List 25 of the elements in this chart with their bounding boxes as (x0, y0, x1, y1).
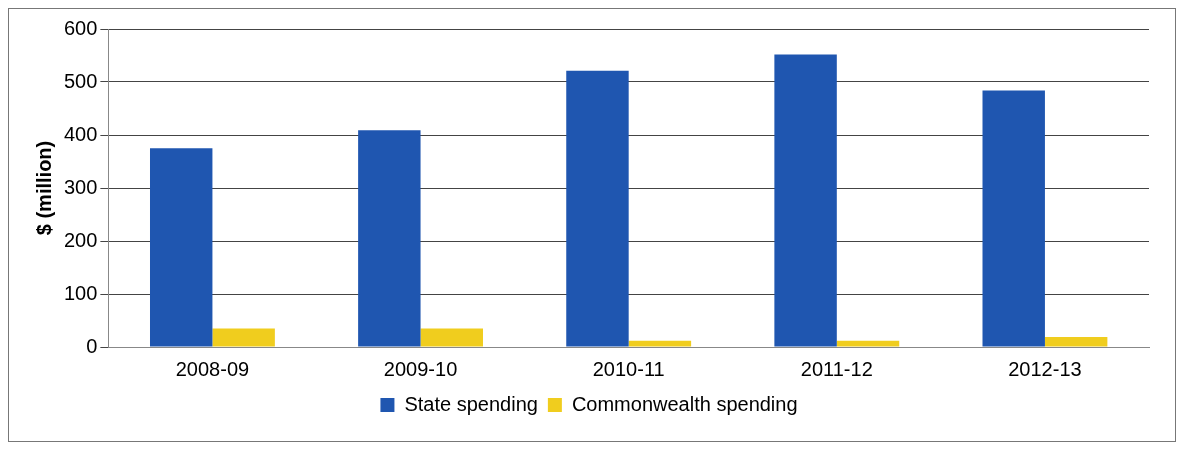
y-tick-label: 200 (63, 228, 98, 251)
y-tick-label: 300 (63, 175, 98, 198)
legend-label: State spending (404, 392, 538, 415)
x-tick-label: 2009-10 (383, 357, 458, 380)
bar (212, 328, 275, 347)
y-tick-label: 600 (63, 16, 98, 39)
bar (1044, 336, 1108, 347)
bar (774, 54, 837, 347)
bar (358, 130, 421, 347)
y-tick-label: 0 (86, 334, 98, 357)
y-tick-label: 100 (63, 281, 98, 304)
bar (566, 70, 629, 347)
y-axis-title: $ (million) (32, 140, 55, 236)
x-tick-label: 2011-12 (800, 357, 873, 380)
bar (149, 148, 213, 347)
bar (420, 328, 483, 347)
bar (836, 340, 900, 347)
bar (628, 340, 692, 347)
legend-label: Commonwealth spending (571, 392, 798, 415)
bar (982, 90, 1045, 347)
x-tick-label: 2008-09 (175, 357, 250, 380)
y-tick-label: 400 (63, 122, 98, 145)
y-tick-label: 500 (63, 69, 98, 92)
x-tick-label: 2010-11 (592, 357, 665, 380)
x-tick-label: 2012-13 (1008, 357, 1082, 380)
